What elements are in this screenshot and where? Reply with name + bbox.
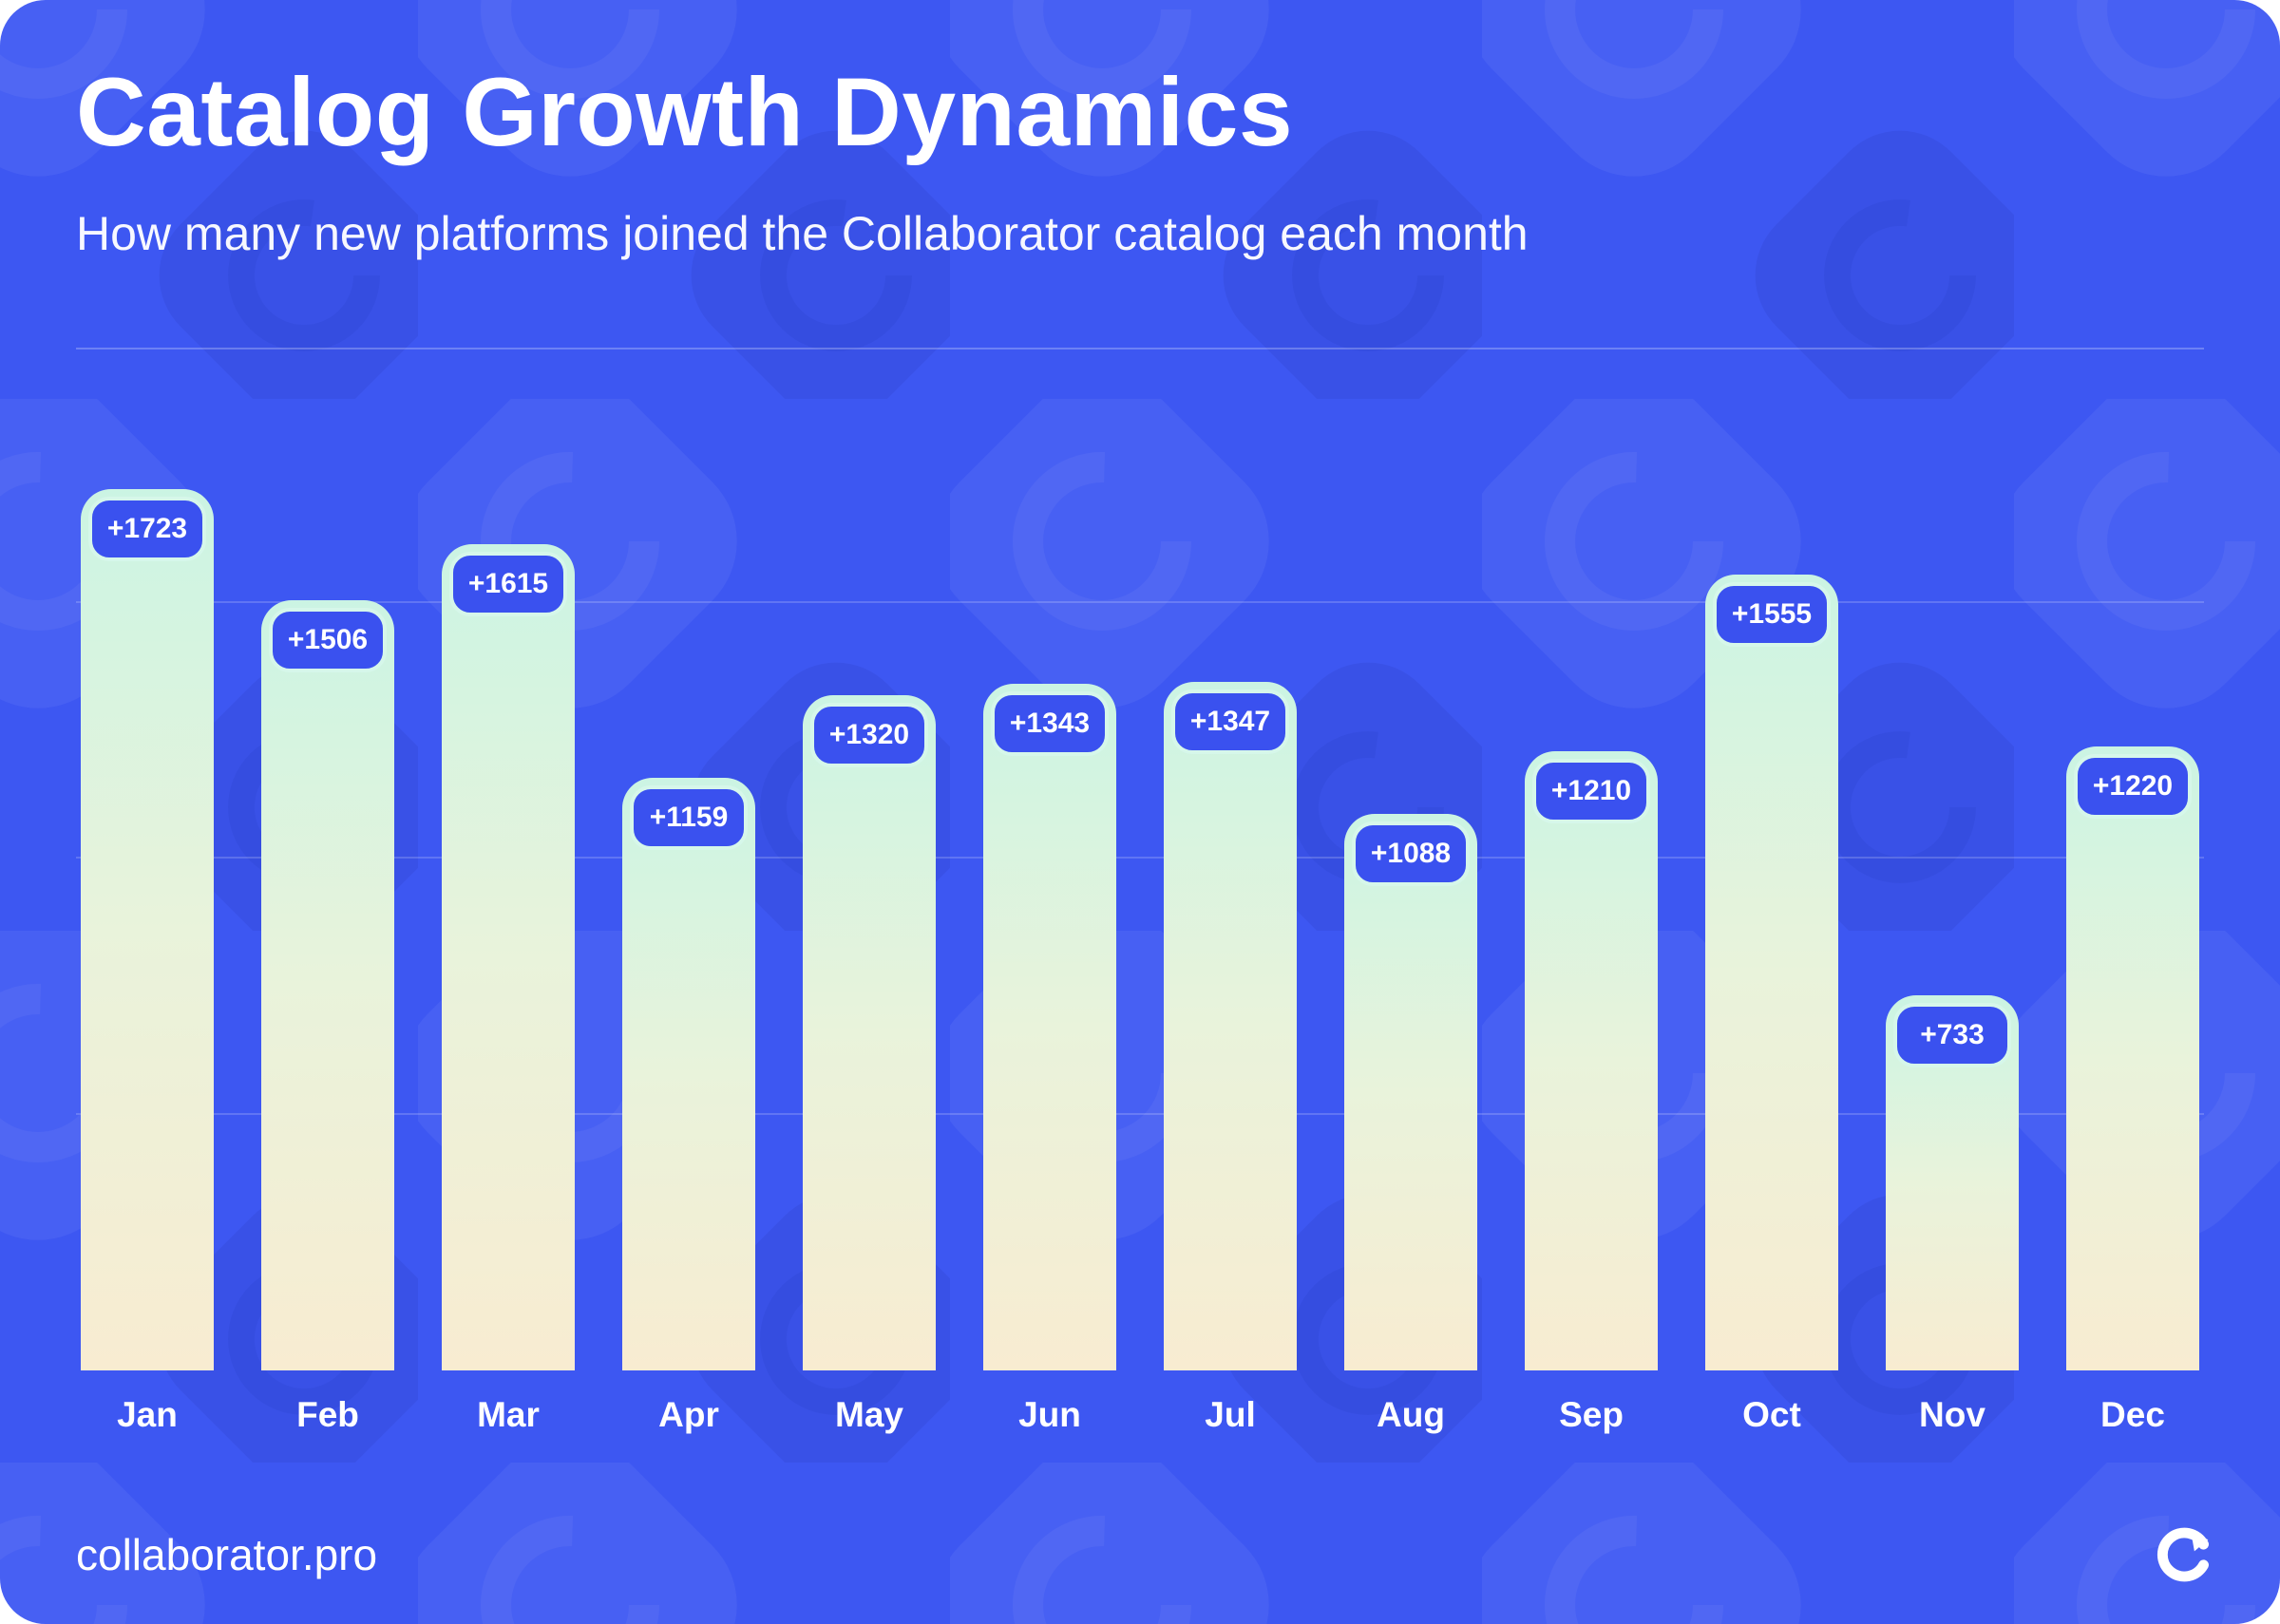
value-badge: +1220	[2074, 754, 2192, 819]
value-badge: +1347	[1171, 689, 1289, 754]
bar-slot: +733	[1886, 489, 2019, 1370]
bar-dec: +1220	[2066, 746, 2199, 1370]
month-label: Mar	[477, 1395, 540, 1434]
footer: collaborator.pro	[76, 1527, 2212, 1582]
month-label: Sep	[1559, 1395, 1624, 1434]
bar-slot: +1320	[803, 489, 936, 1370]
value-badge: +1159	[630, 785, 748, 850]
bar-column: +1159 Apr	[598, 489, 779, 1435]
bar-nov: +733	[1886, 995, 2019, 1370]
month-label: Jan	[117, 1395, 178, 1434]
bar-slot: +1159	[622, 489, 755, 1370]
bar-slot: +1555	[1705, 489, 1838, 1370]
bar-column: +733 Nov	[1862, 489, 2042, 1435]
value-badge: +733	[1893, 1003, 2011, 1067]
bar-oct: +1555	[1705, 575, 1838, 1370]
month-label: May	[835, 1395, 903, 1434]
page-title: Catalog Growth Dynamics	[76, 58, 1294, 166]
site-url: collaborator.pro	[76, 1530, 378, 1579]
bar-mar: +1615	[442, 544, 575, 1370]
value-badge: +1723	[88, 497, 206, 561]
bar-feb: +1506	[261, 600, 394, 1370]
bar-slot: +1506	[261, 489, 394, 1370]
value-badge: +1320	[810, 703, 928, 767]
value-badge: +1343	[991, 691, 1109, 756]
bar-aug: +1088	[1344, 814, 1477, 1370]
month-label: Apr	[658, 1395, 719, 1434]
page-subtitle: How many new platforms joined the Collab…	[76, 207, 1529, 261]
bar-column: +1210 Sep	[1501, 489, 1682, 1435]
month-label: Aug	[1377, 1395, 1445, 1434]
value-badge: +1555	[1713, 582, 1831, 647]
bar-slot: +1347	[1164, 489, 1297, 1370]
bar-slot: +1220	[2066, 489, 2199, 1370]
bar-column: +1220 Dec	[2042, 489, 2223, 1435]
month-label: Dec	[2100, 1395, 2165, 1434]
bar-column: +1555 Oct	[1682, 489, 1862, 1435]
bar-jan: +1723	[81, 489, 214, 1370]
value-badge: +1506	[269, 608, 387, 672]
value-badge: +1210	[1532, 759, 1650, 823]
bar-slot: +1615	[442, 489, 575, 1370]
bar-slot: +1088	[1344, 489, 1477, 1370]
bar-jul: +1347	[1164, 682, 1297, 1370]
month-label: Feb	[296, 1395, 359, 1434]
bar-apr: +1159	[622, 778, 755, 1370]
bar-column: +1723 Jan	[57, 489, 238, 1435]
header-divider	[76, 348, 2204, 350]
bar-column: +1320 May	[779, 489, 960, 1435]
bar-sep: +1210	[1525, 751, 1658, 1370]
bar-slot: +1210	[1525, 489, 1658, 1370]
bar-slot: +1343	[983, 489, 1116, 1370]
bar-chart: +1723 Jan +1506 Feb +1615 Mar +1159 Apr +1320 May…	[57, 489, 2223, 1435]
bar-slot: +1723	[81, 489, 214, 1370]
value-badge: +1615	[449, 552, 567, 616]
bar-column: +1347 Jul	[1140, 489, 1320, 1435]
value-badge: +1088	[1352, 821, 1470, 886]
month-label: Jun	[1018, 1395, 1081, 1434]
month-label: Oct	[1742, 1395, 1801, 1434]
header: Catalog Growth Dynamics How many new pla…	[0, 0, 2280, 350]
bar-columns: +1723 Jan +1506 Feb +1615 Mar +1159 Apr +1320 May…	[57, 489, 2223, 1435]
bar-jun: +1343	[983, 684, 1116, 1370]
month-label: Nov	[1919, 1395, 1986, 1434]
month-label: Jul	[1205, 1395, 1256, 1434]
bar-column: +1088 Aug	[1320, 489, 1501, 1435]
bar-column: +1615 Mar	[418, 489, 598, 1435]
bar-column: +1506 Feb	[238, 489, 418, 1435]
bar-column: +1343 Jun	[960, 489, 1140, 1435]
collaborator-logo-icon	[2157, 1527, 2209, 1582]
bar-may: +1320	[803, 695, 936, 1370]
